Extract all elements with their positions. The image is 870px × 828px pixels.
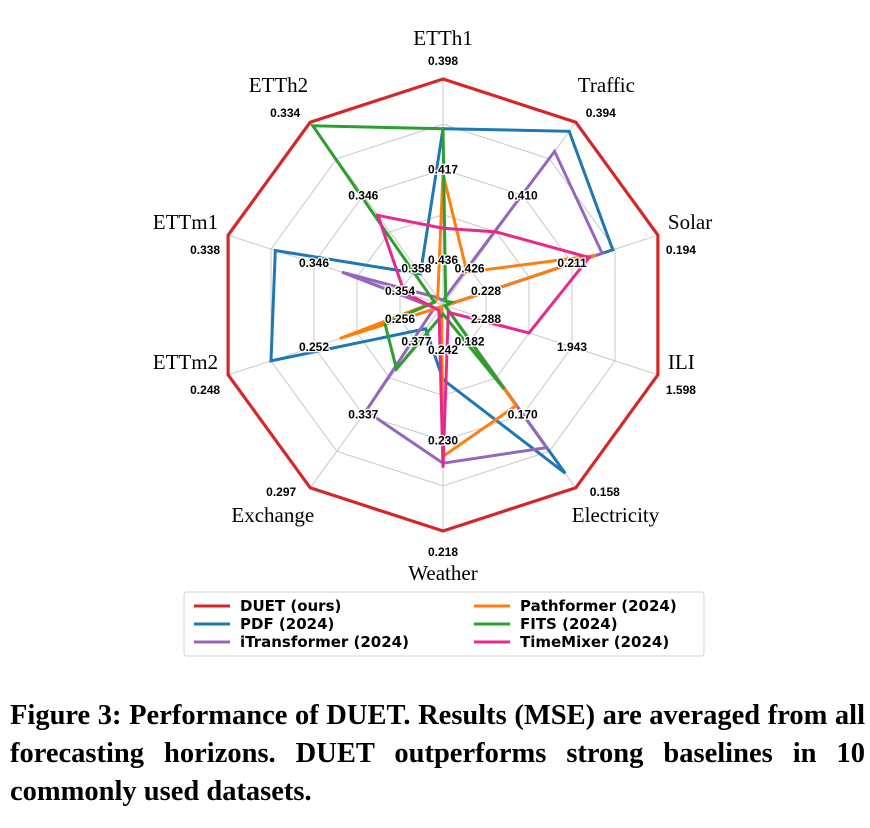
series-timemixer-2024 [375, 213, 592, 468]
tick-label: 0.337 [348, 408, 378, 422]
axis-label-ettm2: ETTm2 [153, 350, 218, 374]
axis-label-traffic: Traffic [578, 73, 635, 97]
axis-value-ettm1: 0.338 [190, 243, 220, 257]
tick-label: 1.943 [557, 340, 587, 354]
axis-label-etth2: ETTh2 [249, 73, 308, 97]
axis-value-etth2: 0.334 [270, 106, 300, 120]
axis-label-ili: ILI [668, 350, 695, 374]
legend-label: TimeMixer (2024) [520, 633, 669, 651]
tick-label: 0.256 [385, 312, 415, 326]
tick-label: 0.242 [428, 343, 458, 357]
axis-value-weather: 0.218 [428, 545, 458, 559]
axis-value-traffic: 0.394 [586, 106, 616, 120]
tick-label: 0.230 [428, 434, 458, 448]
radar-series [226, 77, 660, 533]
axis-value-etth1: 0.398 [428, 54, 458, 68]
grid-spoke [442, 304, 659, 376]
axis-label-solar: Solar [668, 210, 712, 234]
tick-label: 0.410 [508, 188, 538, 202]
axis-label-ettm1: ETTm1 [153, 210, 218, 234]
legend-label: FITS (2024) [520, 615, 618, 633]
figure-caption: Figure 3: Performance of DUET. Results (… [10, 700, 865, 807]
legend: DUET (ours)PDF (2024)iTransformer (2024)… [183, 591, 705, 657]
series-duet-ours [226, 77, 660, 533]
legend-entry: TimeMixer (2024) [474, 633, 669, 651]
tick-label: 0.377 [401, 335, 431, 349]
legend-label: Pathformer (2024) [520, 597, 677, 615]
axis-label-etth1: ETTh1 [413, 26, 472, 50]
legend-label: DUET (ours) [240, 597, 341, 615]
axis-value-ettm2: 0.248 [190, 383, 220, 397]
legend-label: PDF (2024) [240, 615, 334, 633]
axis-label-electricity: Electricity [572, 503, 660, 527]
tick-label: 0.436 [428, 253, 458, 267]
axis-value-ili: 1.598 [666, 383, 696, 397]
series-itransformer-2024 [341, 148, 605, 465]
legend-entry: iTransformer (2024) [194, 633, 409, 651]
legend-frame [183, 591, 705, 657]
series-fits-2024 [309, 124, 506, 391]
tick-label: 0.182 [455, 335, 485, 349]
axis-value-solar: 0.194 [666, 243, 696, 257]
tick-label: 0.252 [299, 340, 329, 354]
legend-entry: Pathformer (2024) [474, 597, 677, 615]
legend-label: iTransformer (2024) [240, 633, 409, 651]
tick-label: 0.417 [428, 162, 458, 176]
tick-label: 0.358 [401, 261, 431, 275]
radar-tick-labels: 0.436 0.417 0.426 0.410 0.228 0.211 2.288 1.943… [298, 161, 589, 449]
axis-label-weather: Weather [408, 561, 477, 585]
tick-label: 0.228 [471, 284, 501, 298]
tick-label: 0.354 [385, 284, 415, 298]
radar-chart: 0.436 0.417 0.426 0.410 0.228 0.211 2.288 1.943… [153, 26, 712, 657]
radar-axis-labels: ETTh1 0.398 Traffic 0.394 Solar 0.194 ILI 1.598… [153, 26, 712, 585]
tick-label: 0.211 [557, 256, 587, 270]
legend-entry: PDF (2024) [194, 615, 334, 633]
tick-label: 0.170 [508, 408, 538, 422]
legend-entry: FITS (2024) [474, 615, 618, 633]
axis-label-exchange: Exchange [231, 503, 314, 527]
axis-value-exchange: 0.297 [266, 485, 296, 499]
tick-label: 0.346 [348, 188, 378, 202]
legend-entry: DUET (ours) [194, 597, 341, 615]
tick-label: 0.346 [299, 256, 329, 270]
tick-label: 2.288 [471, 312, 501, 326]
axis-value-electricity: 0.158 [590, 485, 620, 499]
tick-label: 0.426 [455, 261, 485, 275]
